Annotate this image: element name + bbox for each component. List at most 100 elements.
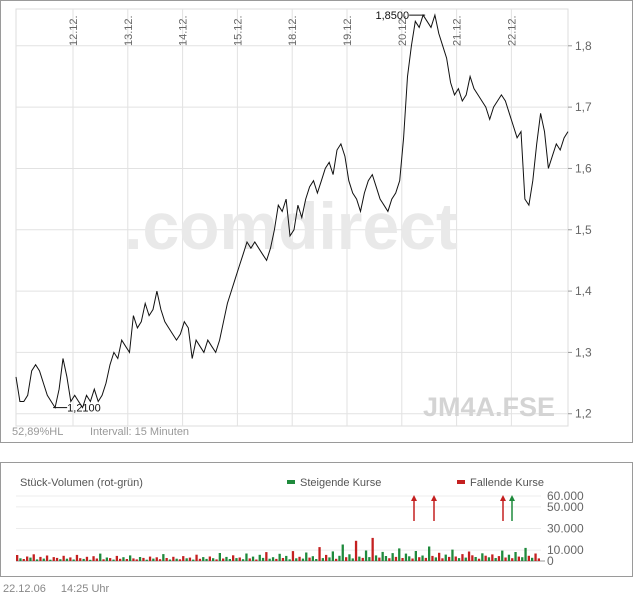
footer-date: 22.12.06: [3, 583, 46, 595]
legend-label-rising: Steigende Kurse: [300, 477, 381, 489]
price-chart-panel: .comdirect JM4A.FSE 12.12. 13.12. 14.12. 15…: [0, 0, 633, 443]
y-tick-label: 1,4: [575, 284, 592, 298]
volume-y-tick-label: 0: [547, 554, 554, 568]
volume-bar: [414, 551, 417, 561]
volume-bar: [245, 553, 248, 561]
y-tick-label: 1,8: [575, 39, 592, 53]
volume-bar: [438, 552, 441, 561]
volume-bar: [441, 558, 444, 561]
volume-bar: [45, 555, 49, 561]
volume-bar: [331, 551, 334, 561]
volume-bar: [125, 559, 128, 561]
volume-bar: [95, 558, 98, 561]
volume-bar: [348, 554, 351, 561]
volume-bar: [42, 558, 45, 561]
volume-bar: [26, 556, 29, 561]
volume-bar: [278, 553, 281, 561]
volume-bar: [222, 558, 225, 561]
volume-bar: [384, 556, 388, 561]
volume-bar: [112, 559, 115, 561]
volume-bar: [202, 557, 205, 561]
volume-bar: [335, 558, 338, 561]
volume-bar: [428, 546, 431, 561]
volume-bar: [464, 557, 467, 561]
volume-bar: [514, 552, 517, 561]
volume-bar: [228, 559, 231, 561]
volume-bar: [424, 557, 427, 561]
volume-bar: [451, 549, 454, 561]
volume-bar: [381, 551, 384, 561]
volume-bar: [255, 559, 258, 561]
volume-bar: [148, 556, 152, 561]
volume-bar: [218, 553, 221, 561]
volume-bar: [484, 555, 487, 561]
volume-bar: [235, 558, 238, 561]
volume-bar: [132, 558, 135, 561]
price-series-line: [15, 13, 569, 409]
volume-bar: [534, 553, 537, 561]
volume-bar: [241, 559, 245, 561]
volume-bar: [265, 552, 268, 561]
volume-bar: [99, 553, 102, 561]
volume-bar: [527, 555, 530, 561]
range-stat: 52,89%HL: [12, 426, 63, 438]
volume-bar: [328, 557, 331, 561]
volume-bar: [374, 555, 378, 561]
volume-bar: [444, 554, 447, 561]
volume-bar: [338, 555, 341, 561]
volume-bar: [298, 556, 301, 561]
volume-bar: [175, 558, 178, 561]
volume-bar: [507, 554, 511, 561]
volume-bar: [178, 559, 182, 561]
volume-bar: [251, 556, 255, 561]
overflow-marker-arrow: [509, 495, 515, 501]
volume-bar: [308, 557, 311, 561]
volume-bar: [531, 557, 534, 562]
x-tick-label: 13.12.: [123, 15, 135, 46]
symbol-label: JM4A.FSE: [423, 392, 555, 422]
volume-bar: [434, 557, 437, 561]
x-tick-label: 15.12.: [232, 15, 244, 46]
volume-bar: [16, 555, 19, 561]
y-tick-label: 1,7: [575, 100, 592, 114]
y-tick-label: 1,3: [575, 345, 592, 359]
volume-bar: [85, 556, 89, 561]
volume-bar: [404, 553, 408, 561]
volume-bar: [281, 558, 285, 561]
volume-bar: [431, 555, 434, 561]
volume-bar: [172, 556, 175, 561]
footer: 22.12.06 14:25 Uhr: [3, 583, 121, 595]
volume-bar: [311, 556, 314, 561]
volume-y-tick-label: 60.000: [547, 489, 584, 503]
y-tick-label: 1,5: [575, 223, 592, 237]
volume-bar: [205, 558, 208, 561]
volume-bar: [258, 554, 261, 561]
watermark: .comdirect: [124, 189, 458, 263]
volume-bar: [487, 557, 491, 561]
volume-bar: [168, 559, 172, 561]
volume-bar: [49, 559, 52, 561]
volume-bar: [408, 556, 411, 561]
volume-bar: [92, 556, 95, 561]
volume-bar: [82, 558, 85, 561]
volume-bar: [301, 558, 305, 561]
volume-bar: [158, 559, 162, 561]
volume-bar: [474, 557, 477, 561]
volume-bar: [142, 557, 145, 561]
volume-bar: [268, 558, 271, 561]
low-label: 1,2100: [67, 403, 101, 415]
volume-bar: [238, 557, 241, 561]
high-label: 1,8500: [375, 10, 409, 22]
x-tick-label: 21.12.: [452, 15, 464, 46]
price-chart: .comdirect JM4A.FSE 12.12. 13.12. 14.12. 15…: [12, 8, 592, 438]
volume-bar: [467, 551, 471, 561]
volume-bar: [517, 556, 520, 561]
volume-bar: [285, 555, 288, 561]
volume-bar: [122, 557, 125, 561]
volume-bar: [481, 553, 484, 561]
volume-bar: [145, 559, 148, 561]
volume-bar: [102, 559, 105, 561]
volume-bar: [524, 547, 527, 561]
volume-bar: [248, 558, 251, 561]
volume-bar: [418, 557, 421, 561]
